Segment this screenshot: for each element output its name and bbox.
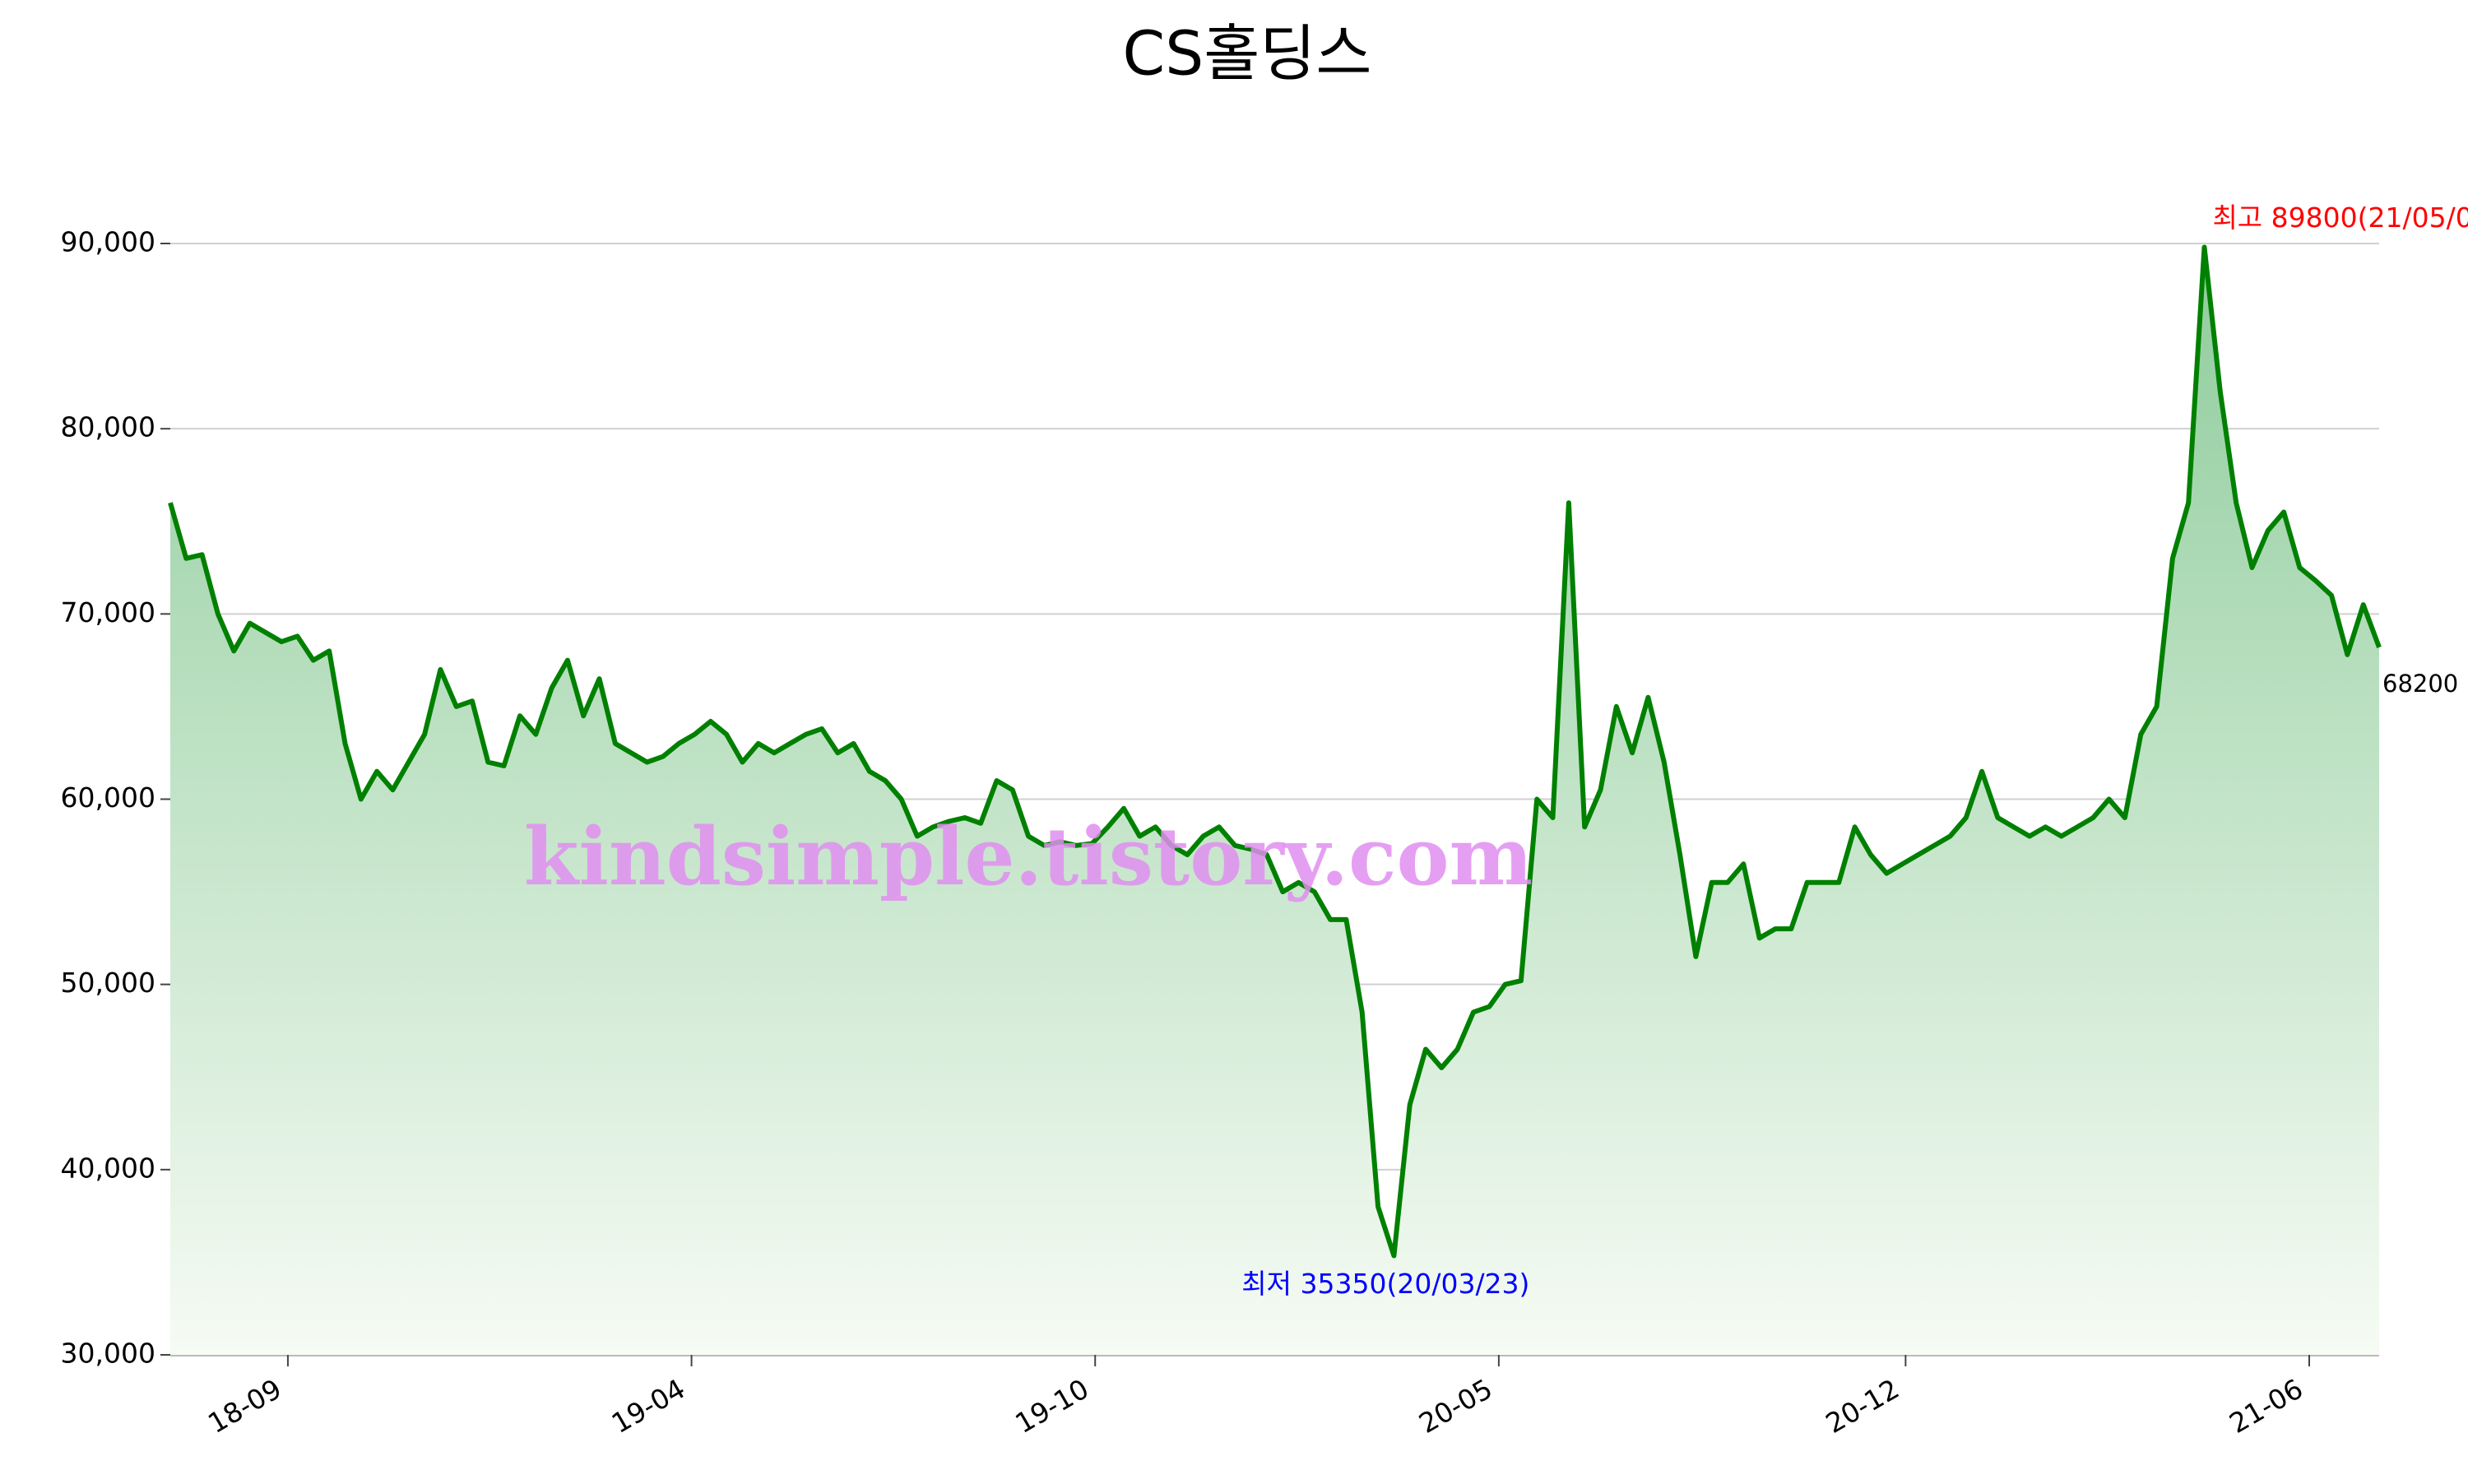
y-tick-label: 90,000 <box>61 226 155 258</box>
y-tick-label: 60,000 <box>61 781 155 814</box>
max-annotation: 최고 89800(21/05/04) <box>2212 202 2468 234</box>
x-tick-label: 19-10 <box>1009 1372 1094 1440</box>
x-tick-label: 20-12 <box>1821 1372 1905 1440</box>
x-tick-label: 20-05 <box>1413 1372 1498 1440</box>
y-tick-label: 50,000 <box>61 967 155 999</box>
price-line <box>168 244 2382 1259</box>
last-annotation: 68200 <box>2382 670 2458 698</box>
y-tick-label: 70,000 <box>61 596 155 628</box>
watermark: kindsimple.tistory.com <box>524 810 1533 903</box>
min-annotation: 최저 35350(20/03/23) <box>1241 1268 1529 1300</box>
x-tick-label: 19-04 <box>606 1372 691 1440</box>
y-tick-label: 30,000 <box>61 1338 155 1370</box>
y-tick-label: 80,000 <box>61 411 155 443</box>
x-tick-label: 21-06 <box>2224 1372 2308 1440</box>
area-fill <box>170 247 2379 1355</box>
y-tick-label: 40,000 <box>61 1152 155 1184</box>
x-tick-label: 18-09 <box>202 1372 287 1440</box>
chart-title: CS홀딩스 <box>1123 19 1372 90</box>
